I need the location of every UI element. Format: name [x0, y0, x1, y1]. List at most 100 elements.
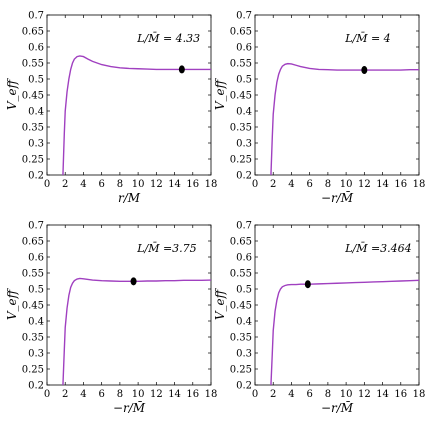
y-tick-label: 0.65 [22, 237, 44, 248]
y-tick-label: 0.7 [236, 221, 252, 232]
x-tick-label: 0 [44, 179, 50, 190]
x-tick-label: 6 [98, 179, 104, 190]
y-tick-label: 0.6 [28, 253, 44, 264]
x-tick-label: 4 [288, 389, 294, 400]
x-axis-label: r/M [118, 191, 141, 205]
y-tick-label: 0.5 [28, 75, 44, 86]
x-tick-label: 14 [376, 179, 389, 190]
x-tick-label: 12 [358, 179, 371, 190]
x-tick-label: 0 [252, 179, 258, 190]
y-tick-label: 0.55 [230, 59, 252, 70]
x-tick-label: 2 [270, 389, 276, 400]
x-tick-label: 6 [306, 389, 312, 400]
x-tick-label: 18 [205, 179, 218, 190]
y-tick-label: 0.5 [236, 285, 252, 296]
y-tick-label: 0.6 [28, 43, 44, 54]
annotation-label: L/M̄ = 4.33 [136, 32, 200, 45]
x-tick-label: 8 [325, 179, 331, 190]
marker-point [304, 280, 311, 289]
y-tick-label: 0.25 [22, 365, 44, 376]
y-tick-label: 0.25 [230, 155, 252, 166]
y-tick-label: 0.65 [230, 237, 252, 248]
series-line-1 [62, 55, 211, 176]
y-tick-label: 0.2 [236, 381, 252, 392]
y-tick-label: 0.35 [230, 333, 252, 344]
y-tick-label: 0.4 [28, 107, 44, 118]
y-axis-label: V_eff [5, 287, 19, 320]
marker-point [361, 66, 368, 75]
x-tick-label: 14 [168, 179, 181, 190]
x-tick-label: 10 [340, 389, 353, 400]
x-tick-label: 4 [288, 179, 294, 190]
y-tick-label: 0.3 [28, 139, 44, 150]
x-tick-label: 14 [168, 389, 181, 400]
y-tick-label: 0.4 [236, 107, 252, 118]
x-tick-label: 10 [340, 179, 353, 190]
x-tick-label: 4 [80, 179, 86, 190]
y-tick-label: 0.45 [230, 301, 252, 312]
plot-frame [254, 14, 420, 176]
y-tick-label: 0.5 [28, 285, 44, 296]
x-tick-label: 18 [413, 389, 426, 400]
x-tick-label: 16 [394, 179, 407, 190]
y-tick-label: 0.2 [236, 171, 252, 182]
chart-panel-2: 0 2 4 6 8 10 12 14 16 18 0.2 0.25 0.3 0.35 0.4 0.45 0.5 0… [213, 11, 425, 206]
annotation-label: L/M̄ =3.75 [136, 242, 196, 255]
y-tick-label: 0.35 [230, 123, 252, 134]
x-tick-label: 8 [117, 179, 123, 190]
x-tick-label: 14 [376, 389, 389, 400]
annotation-label: L/M̄ =3.464 [344, 242, 411, 255]
series-line-1 [270, 279, 420, 386]
y-tick-label: 0.25 [230, 365, 252, 376]
chart-panel-1: 0 2 4 6 8 10 12 14 16 18 0.2 0.25 0.3 0.35 0.4 0.45 0.5 0… [5, 11, 217, 206]
y-tick-label: 0.55 [22, 59, 44, 70]
x-tick-label: 10 [132, 389, 145, 400]
y-tick-label: 0.4 [28, 317, 44, 328]
x-axis-label: −r/M̄ [113, 400, 146, 415]
chart-panel-4: 0 2 4 6 8 10 12 14 16 18 0.2 0.25 0.3 0.35 0.4 0.45 0.5 0… [213, 221, 425, 416]
y-tick-label: 0.35 [22, 333, 44, 344]
y-tick-label: 0.6 [236, 253, 252, 264]
y-tick-label: 0.25 [22, 155, 44, 166]
y-tick-label: 0.55 [230, 269, 252, 280]
x-tick-label: 10 [132, 179, 145, 190]
x-tick-label: 0 [252, 389, 258, 400]
x-tick-label: 2 [62, 179, 68, 190]
x-tick-label: 18 [205, 389, 218, 400]
x-tick-label: 18 [413, 179, 426, 190]
y-tick-label: 0.55 [22, 269, 44, 280]
y-tick-label: 0.7 [28, 221, 44, 232]
y-axis-label: V_eff [213, 287, 227, 320]
annotation-label: L/M̄ = 4 [344, 32, 390, 45]
x-axis-label: −r/M̄ [321, 400, 354, 415]
y-tick-label: 0.7 [236, 11, 252, 22]
x-tick-label: 12 [150, 389, 163, 400]
y-tick-label: 0.3 [28, 349, 44, 360]
x-tick-label: 6 [98, 389, 104, 400]
y-tick-label: 0.3 [236, 139, 252, 150]
x-tick-label: 8 [325, 389, 331, 400]
series-line-1 [270, 62, 419, 176]
y-tick-label: 0.65 [22, 27, 44, 38]
x-tick-label: 12 [150, 179, 163, 190]
x-tick-label: 16 [186, 179, 199, 190]
y-tick-label: 0.2 [28, 381, 44, 392]
y-tick-label: 0.45 [230, 91, 252, 102]
y-axis-label: V_eff [5, 77, 19, 110]
series-line-1 [62, 277, 212, 386]
x-tick-label: 0 [44, 389, 50, 400]
y-tick-label: 0.45 [22, 301, 44, 312]
y-tick-label: 0.3 [236, 349, 252, 360]
x-tick-label: 2 [62, 389, 68, 400]
x-tick-label: 16 [394, 389, 407, 400]
x-tick-label: 2 [270, 179, 276, 190]
y-tick-label: 0.35 [22, 123, 44, 134]
x-axis-label: −r/M̄ [321, 190, 354, 205]
y-tick-label: 0.2 [28, 171, 44, 182]
y-axis-label: V_eff [213, 77, 227, 110]
x-tick-label: 4 [80, 389, 86, 400]
marker-point [130, 277, 137, 286]
y-tick-label: 0.7 [28, 11, 44, 22]
y-tick-label: 0.45 [22, 91, 44, 102]
